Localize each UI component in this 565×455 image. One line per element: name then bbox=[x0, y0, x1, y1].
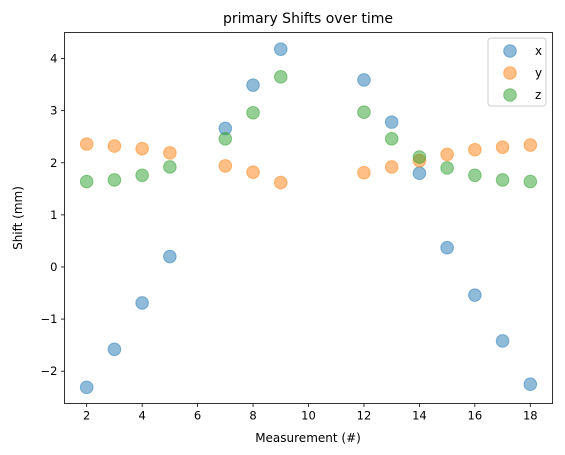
y-axis-label: Shift (mm) bbox=[11, 186, 25, 250]
x-axis-label: Measurement (#) bbox=[255, 431, 361, 445]
point-y-4 bbox=[218, 159, 233, 173]
point-x-0 bbox=[79, 380, 94, 395]
point-z-7 bbox=[357, 105, 371, 120]
point-x-11 bbox=[468, 288, 482, 302]
point-x-6 bbox=[273, 42, 288, 56]
legend-box bbox=[487, 37, 547, 107]
point-x-10 bbox=[440, 240, 454, 255]
legend-marker-y bbox=[503, 66, 517, 80]
point-x-13 bbox=[523, 377, 538, 392]
point-z-13 bbox=[523, 174, 538, 189]
y-tick-label-6: 4 bbox=[50, 52, 57, 66]
plot-area-frame bbox=[64, 32, 553, 404]
legend-label-y: y bbox=[535, 66, 542, 80]
point-y-8 bbox=[384, 160, 399, 174]
legend: xyz bbox=[487, 37, 547, 107]
point-z-11 bbox=[468, 168, 482, 183]
point-y-11 bbox=[468, 142, 482, 157]
point-z-9 bbox=[412, 150, 427, 164]
point-z-3 bbox=[163, 160, 177, 174]
x-tick-label-3: 8 bbox=[249, 409, 256, 423]
point-x-8 bbox=[384, 115, 399, 129]
legend-marker-x bbox=[503, 44, 517, 58]
point-x-5 bbox=[246, 78, 260, 92]
point-z-5 bbox=[246, 105, 260, 120]
point-x-9 bbox=[412, 166, 427, 180]
legend-marker-z bbox=[503, 88, 517, 102]
point-y-3 bbox=[163, 146, 177, 160]
y-tick-label-1: −1 bbox=[41, 312, 58, 326]
x-axis-ticks: 2 4 6 8 10 12 14 16 18 bbox=[83, 403, 538, 423]
point-x-7 bbox=[357, 73, 371, 87]
point-y-0 bbox=[79, 137, 94, 151]
point-x-2 bbox=[135, 296, 149, 310]
data-points bbox=[79, 42, 538, 395]
point-z-12 bbox=[495, 173, 510, 187]
x-tick-label-4: 10 bbox=[301, 409, 316, 423]
y-tick-label-4: 2 bbox=[50, 156, 57, 170]
point-y-13 bbox=[523, 138, 538, 152]
chart-title: primary Shifts over time bbox=[223, 11, 393, 27]
y-axis-ticks: −2 −1 0 1 2 3 4 bbox=[41, 52, 65, 378]
point-y-10 bbox=[440, 147, 454, 162]
point-z-8 bbox=[384, 132, 399, 146]
x-tick-label-0: 2 bbox=[83, 409, 90, 423]
legend-label-x: x bbox=[535, 44, 542, 58]
point-y-6 bbox=[273, 175, 288, 190]
point-y-7 bbox=[357, 165, 371, 180]
point-y-2 bbox=[135, 141, 149, 156]
point-x-3 bbox=[163, 249, 177, 264]
x-tick-label-1: 4 bbox=[138, 409, 145, 423]
x-tick-label-6: 14 bbox=[412, 409, 427, 423]
x-tick-label-2: 6 bbox=[194, 409, 201, 423]
legend-label-z: z bbox=[535, 88, 541, 102]
y-tick-label-5: 3 bbox=[50, 104, 57, 118]
point-y-1 bbox=[107, 139, 122, 153]
x-tick-label-7: 16 bbox=[468, 409, 483, 423]
point-z-6 bbox=[273, 69, 288, 84]
point-z-0 bbox=[79, 174, 94, 189]
y-tick-label-0: −2 bbox=[41, 364, 58, 378]
point-z-1 bbox=[107, 173, 122, 187]
y-tick-label-3: 1 bbox=[50, 208, 57, 222]
point-y-12 bbox=[495, 140, 510, 154]
point-z-10 bbox=[440, 161, 454, 175]
point-z-4 bbox=[218, 132, 233, 146]
x-tick-label-8: 18 bbox=[523, 409, 538, 423]
point-z-2 bbox=[135, 168, 149, 183]
point-x-1 bbox=[107, 342, 122, 357]
y-tick-label-2: 0 bbox=[50, 260, 57, 274]
x-tick-label-5: 12 bbox=[357, 409, 372, 423]
point-y-5 bbox=[246, 165, 260, 179]
point-x-12 bbox=[495, 334, 510, 348]
